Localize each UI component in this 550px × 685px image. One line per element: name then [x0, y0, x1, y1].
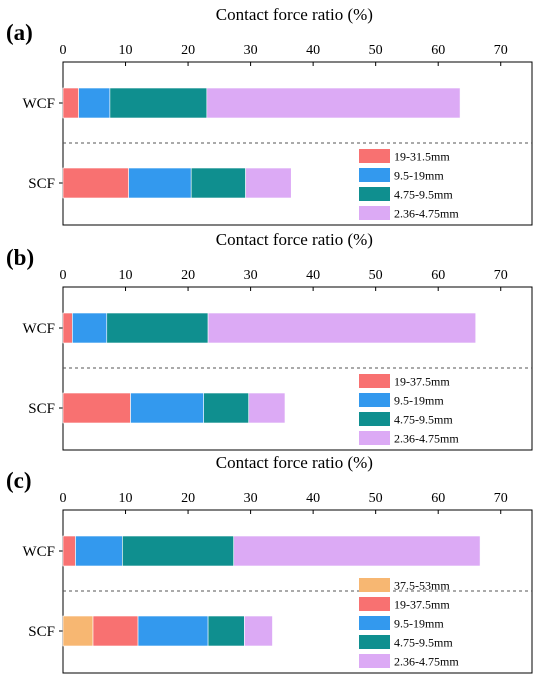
- legend-label: 2.36-4.75mm: [394, 432, 459, 446]
- x-tick-label: 40: [306, 491, 320, 506]
- bar-segment: [130, 392, 204, 424]
- x-tick-label: 70: [494, 43, 508, 58]
- x-tick-label: 40: [306, 43, 320, 58]
- legend-label: 4.75-9.5mm: [394, 413, 453, 427]
- legend-swatch: [359, 578, 390, 592]
- bar-segment: [62, 312, 73, 344]
- bar-segment: [190, 167, 246, 199]
- x-tick-label: 10: [119, 491, 133, 506]
- legend-label: 19-31.5mm: [394, 150, 450, 164]
- x-tick-label: 70: [494, 268, 508, 283]
- legend-swatch: [359, 597, 390, 611]
- x-tick-label: 10: [119, 268, 133, 283]
- x-tick-label: 20: [181, 491, 195, 506]
- chart-panel-a: Contact force ratio (%) (a) 0 10 20 30 40 50 60 7…: [6, 5, 533, 226]
- bar-segment: [62, 167, 129, 199]
- x-axis-title: Contact force ratio (%): [216, 453, 373, 472]
- bar-segment: [109, 87, 208, 119]
- x-tick-label: 50: [369, 268, 383, 283]
- bar-segment: [207, 312, 477, 344]
- bar-segment: [137, 615, 209, 647]
- x-tick-label: 30: [244, 43, 258, 58]
- legend-swatch: [359, 654, 390, 668]
- legend-swatch: [359, 635, 390, 649]
- legend-label: 4.75-9.5mm: [394, 636, 453, 650]
- legend-swatch: [359, 374, 390, 388]
- x-axis-title: Contact force ratio (%): [216, 5, 373, 24]
- legend-swatch: [359, 393, 390, 407]
- legend-label: 2.36-4.75mm: [394, 655, 459, 669]
- x-tick-label: 60: [431, 43, 445, 58]
- x-tick-label: 30: [244, 491, 258, 506]
- legend-swatch: [359, 412, 390, 426]
- category-label-wcf: WCF: [22, 321, 55, 337]
- bar-segment: [72, 312, 108, 344]
- panel-label: (b): [6, 245, 34, 270]
- x-tick-label: 10: [119, 43, 133, 58]
- bar-segment: [244, 615, 273, 647]
- legend-label: 37.5-53mm: [394, 579, 450, 593]
- bar-segment: [248, 392, 286, 424]
- category-label-wcf: WCF: [22, 544, 55, 560]
- bar-segment: [206, 87, 461, 119]
- x-tick-label: 0: [60, 268, 67, 283]
- bar-segment: [122, 535, 235, 567]
- chart-panel-b: Contact force ratio (%) (b) 0 10 20 30 40 50 60 7…: [6, 230, 533, 451]
- category-label-wcf: WCF: [22, 96, 55, 112]
- x-tick-label: 60: [431, 491, 445, 506]
- bar-segment: [62, 392, 131, 424]
- panel-label: (a): [6, 20, 33, 45]
- bar-segment: [128, 167, 192, 199]
- bar-segment: [245, 167, 292, 199]
- bar-segment: [207, 615, 245, 647]
- bar-segment: [62, 615, 94, 647]
- category-label-scf: SCF: [28, 401, 55, 417]
- bar-segment: [106, 312, 209, 344]
- legend-swatch: [359, 206, 390, 220]
- x-tick-label: 30: [244, 268, 258, 283]
- legend-swatch: [359, 616, 390, 630]
- legend-label: 9.5-19mm: [394, 169, 444, 183]
- x-tick-label: 20: [181, 43, 195, 58]
- legend-label: 19-37.5mm: [394, 375, 450, 389]
- legend-label: 2.36-4.75mm: [394, 207, 459, 221]
- x-tick-label: 20: [181, 268, 195, 283]
- legend-label: 19-37.5mm: [394, 598, 450, 612]
- category-label-scf: SCF: [28, 176, 55, 192]
- x-tick-label: 50: [369, 491, 383, 506]
- legend-swatch: [359, 168, 390, 182]
- bar-segment: [233, 535, 481, 567]
- legend-label: 9.5-19mm: [394, 394, 444, 408]
- legend-swatch: [359, 431, 390, 445]
- x-tick-label: 0: [60, 491, 67, 506]
- x-tick-label: 0: [60, 43, 67, 58]
- bar-segment: [62, 87, 79, 119]
- x-tick-label: 40: [306, 268, 320, 283]
- legend-swatch: [359, 187, 390, 201]
- x-tick-label: 60: [431, 268, 445, 283]
- panel-label: (c): [6, 468, 32, 493]
- legend-swatch: [359, 149, 390, 163]
- x-axis-title: Contact force ratio (%): [216, 230, 373, 249]
- bar-segment: [62, 535, 76, 567]
- x-tick-label: 50: [369, 43, 383, 58]
- bar-segment: [78, 87, 111, 119]
- chart-panel-c: Contact force ratio (%) (c) 0 10 20 30 40 50 60 7…: [6, 453, 533, 674]
- bar-segment: [203, 392, 250, 424]
- x-tick-label: 70: [494, 491, 508, 506]
- bar-segment: [75, 535, 123, 567]
- legend-label: 9.5-19mm: [394, 617, 444, 631]
- legend-label: 4.75-9.5mm: [394, 188, 453, 202]
- bar-segment: [92, 615, 139, 647]
- category-label-scf: SCF: [28, 624, 55, 640]
